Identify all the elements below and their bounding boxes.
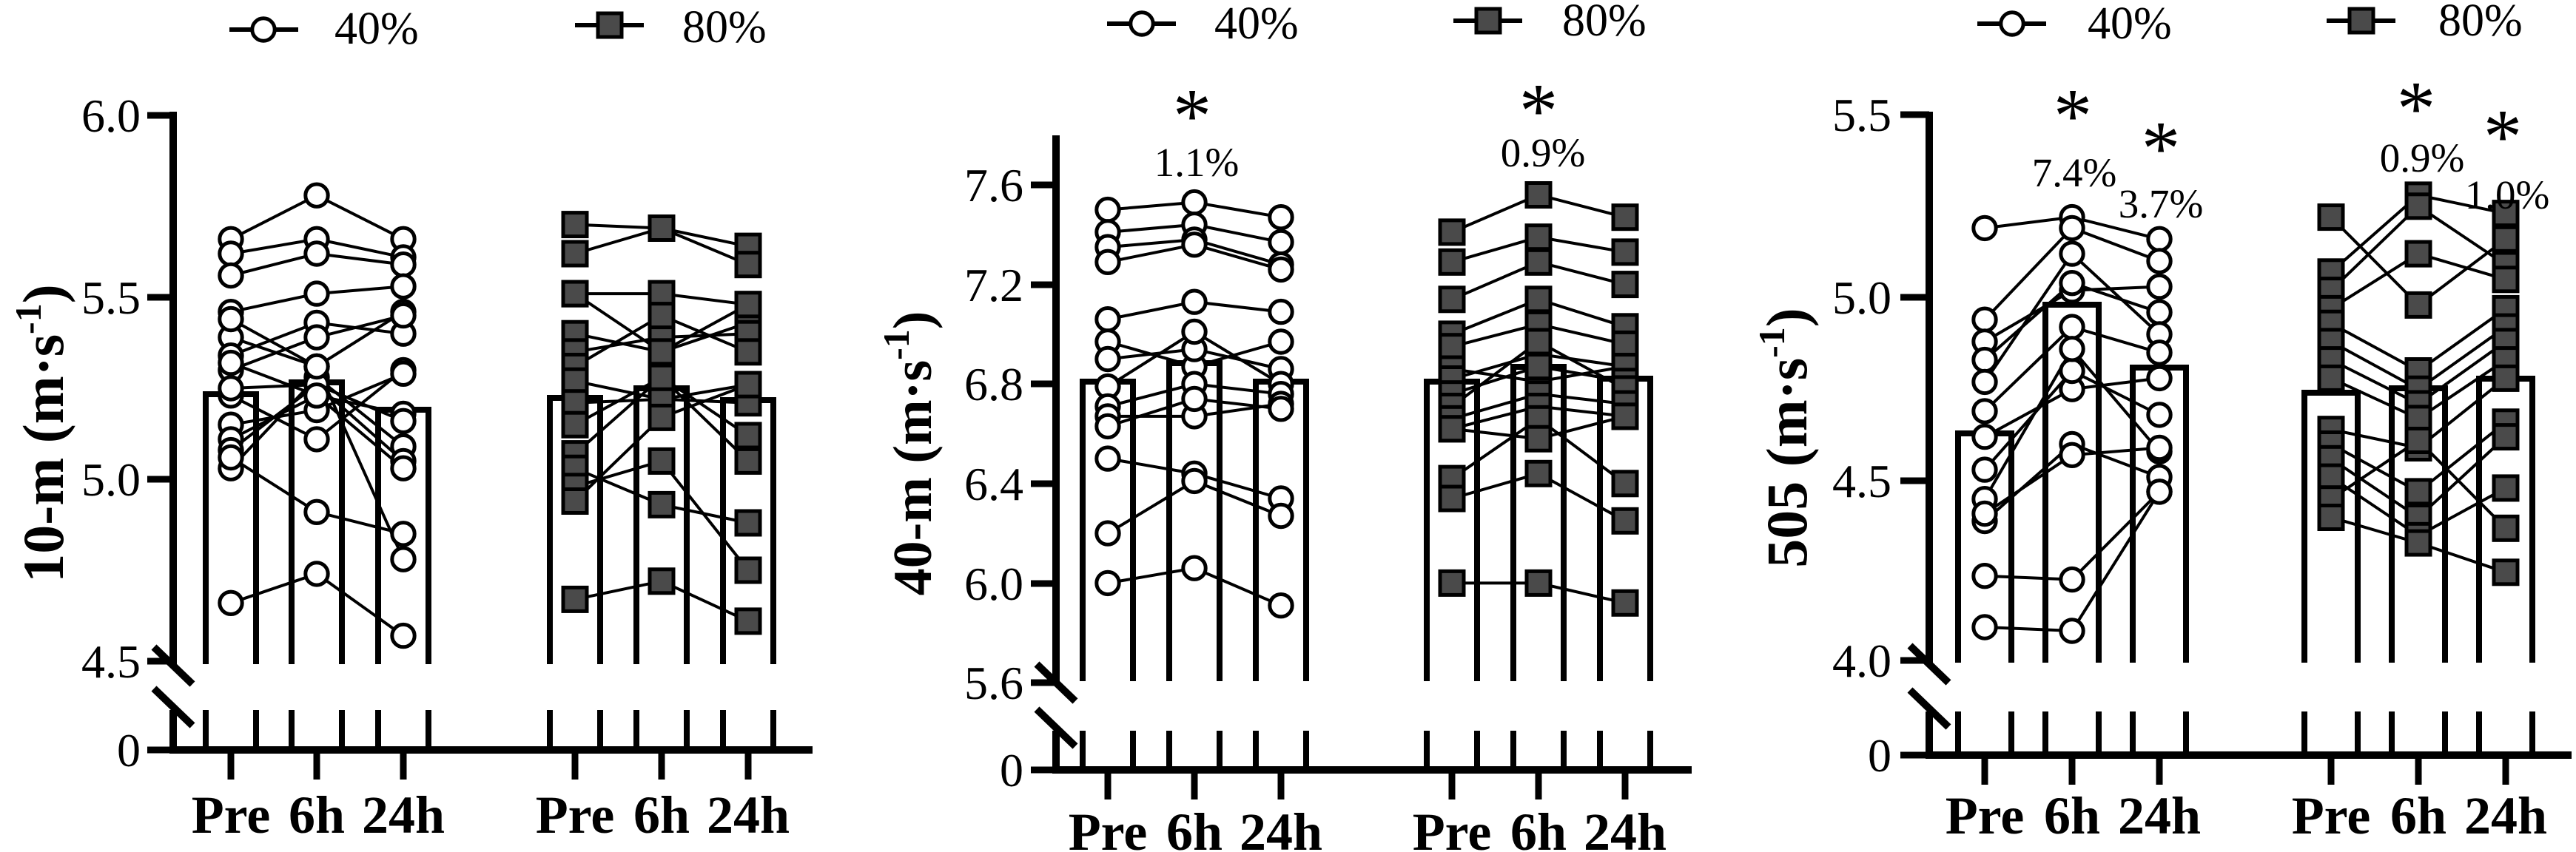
svg-text:6h: 6h [633, 785, 690, 845]
svg-text:80%: 80% [682, 2, 767, 53]
svg-text:24h: 24h [362, 785, 445, 845]
svg-text:6.8: 6.8 [964, 358, 1023, 410]
svg-text:4.5: 4.5 [81, 635, 141, 688]
svg-text:6.4: 6.4 [964, 458, 1023, 510]
svg-text:5.5: 5.5 [81, 271, 141, 324]
svg-text:*: * [2054, 72, 2093, 159]
svg-text:0.9%: 0.9% [2380, 135, 2465, 180]
svg-text:4.0: 4.0 [1832, 635, 1891, 687]
svg-text:24h: 24h [707, 785, 790, 845]
svg-text:Pre: Pre [192, 785, 271, 845]
svg-text:*: * [2142, 105, 2181, 192]
svg-text:*: * [1519, 67, 1558, 154]
svg-text:5.0: 5.0 [1832, 271, 1891, 324]
svg-text:*: * [1173, 72, 1212, 159]
svg-text:24h: 24h [1240, 802, 1322, 852]
svg-text:0: 0 [1868, 729, 1891, 782]
svg-text:6h: 6h [289, 785, 345, 845]
svg-text:7.2: 7.2 [964, 259, 1023, 311]
svg-text:Pre: Pre [1946, 786, 2025, 845]
svg-text:80%: 80% [1562, 0, 1647, 46]
svg-text:7.6: 7.6 [964, 159, 1023, 212]
svg-text:7.4%: 7.4% [2032, 150, 2117, 195]
svg-text:505 (m·s-1): 505 (m·s-1) [1751, 308, 1819, 567]
svg-text:6h: 6h [1510, 802, 1567, 852]
svg-text:*: * [2397, 65, 2436, 152]
svg-text:3.7%: 3.7% [2119, 181, 2204, 226]
svg-text:6.0: 6.0 [81, 89, 141, 142]
svg-text:6.0: 6.0 [964, 558, 1023, 610]
svg-text:0.9%: 0.9% [1501, 130, 1586, 175]
svg-text:5.5: 5.5 [1832, 89, 1891, 141]
svg-text:Pre: Pre [536, 785, 615, 845]
svg-text:80%: 80% [2438, 0, 2523, 46]
svg-text:5.0: 5.0 [81, 453, 141, 506]
svg-text:*: * [2483, 93, 2523, 180]
svg-text:40%: 40% [1214, 0, 1299, 49]
svg-text:6h: 6h [1166, 802, 1223, 852]
svg-text:40%: 40% [334, 4, 419, 54]
svg-text:0: 0 [1000, 744, 1023, 797]
svg-text:1.0%: 1.0% [2465, 172, 2550, 217]
svg-text:Pre: Pre [1413, 802, 1492, 852]
svg-text:Pre: Pre [2292, 786, 2371, 845]
svg-text:24h: 24h [2118, 786, 2201, 845]
svg-text:24h: 24h [1584, 802, 1667, 852]
svg-text:24h: 24h [2464, 786, 2547, 845]
svg-text:4.5: 4.5 [1832, 455, 1891, 507]
svg-text:Pre: Pre [1069, 802, 1148, 852]
svg-text:6h: 6h [2044, 786, 2100, 845]
svg-text:5.6: 5.6 [964, 657, 1023, 709]
svg-text:0: 0 [117, 724, 141, 777]
svg-text:1.1%: 1.1% [1154, 140, 1240, 185]
svg-text:6h: 6h [2390, 786, 2446, 845]
svg-text:40%: 40% [2088, 0, 2172, 49]
